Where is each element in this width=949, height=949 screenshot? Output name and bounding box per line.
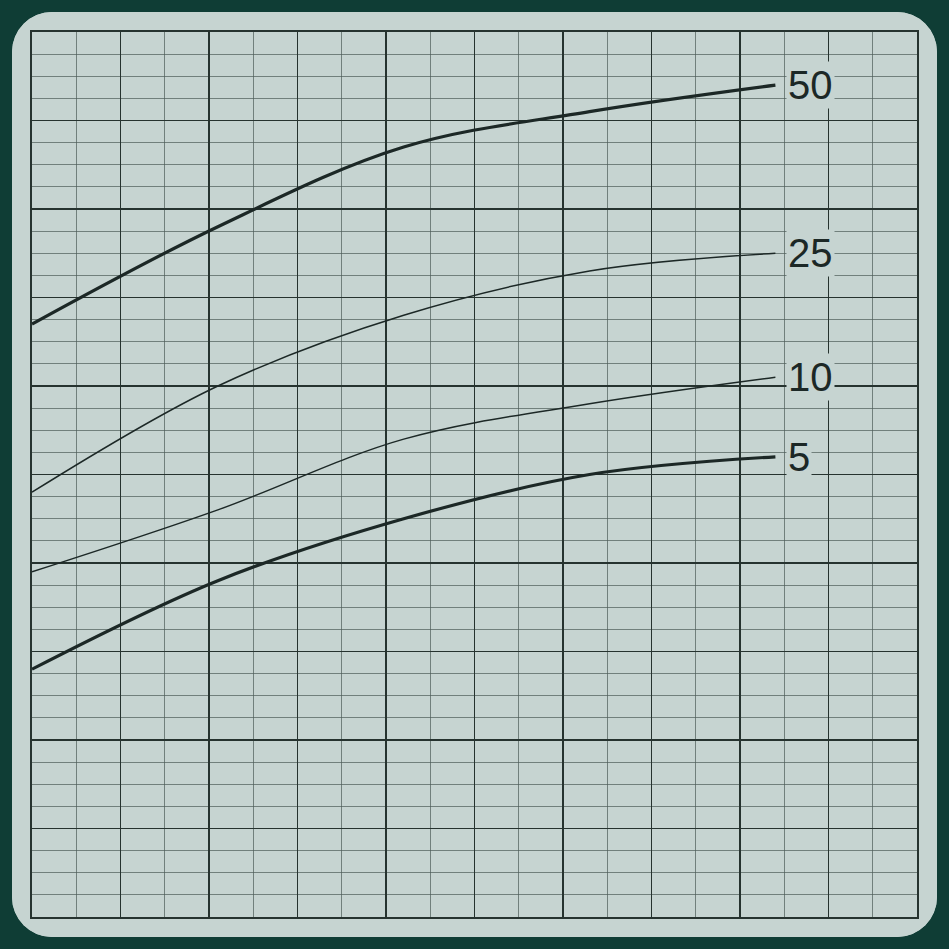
svg-text:50: 50 (788, 63, 833, 107)
svg-text:5: 5 (788, 435, 810, 479)
svg-text:25: 25 (788, 231, 833, 275)
svg-text:10: 10 (788, 355, 833, 399)
